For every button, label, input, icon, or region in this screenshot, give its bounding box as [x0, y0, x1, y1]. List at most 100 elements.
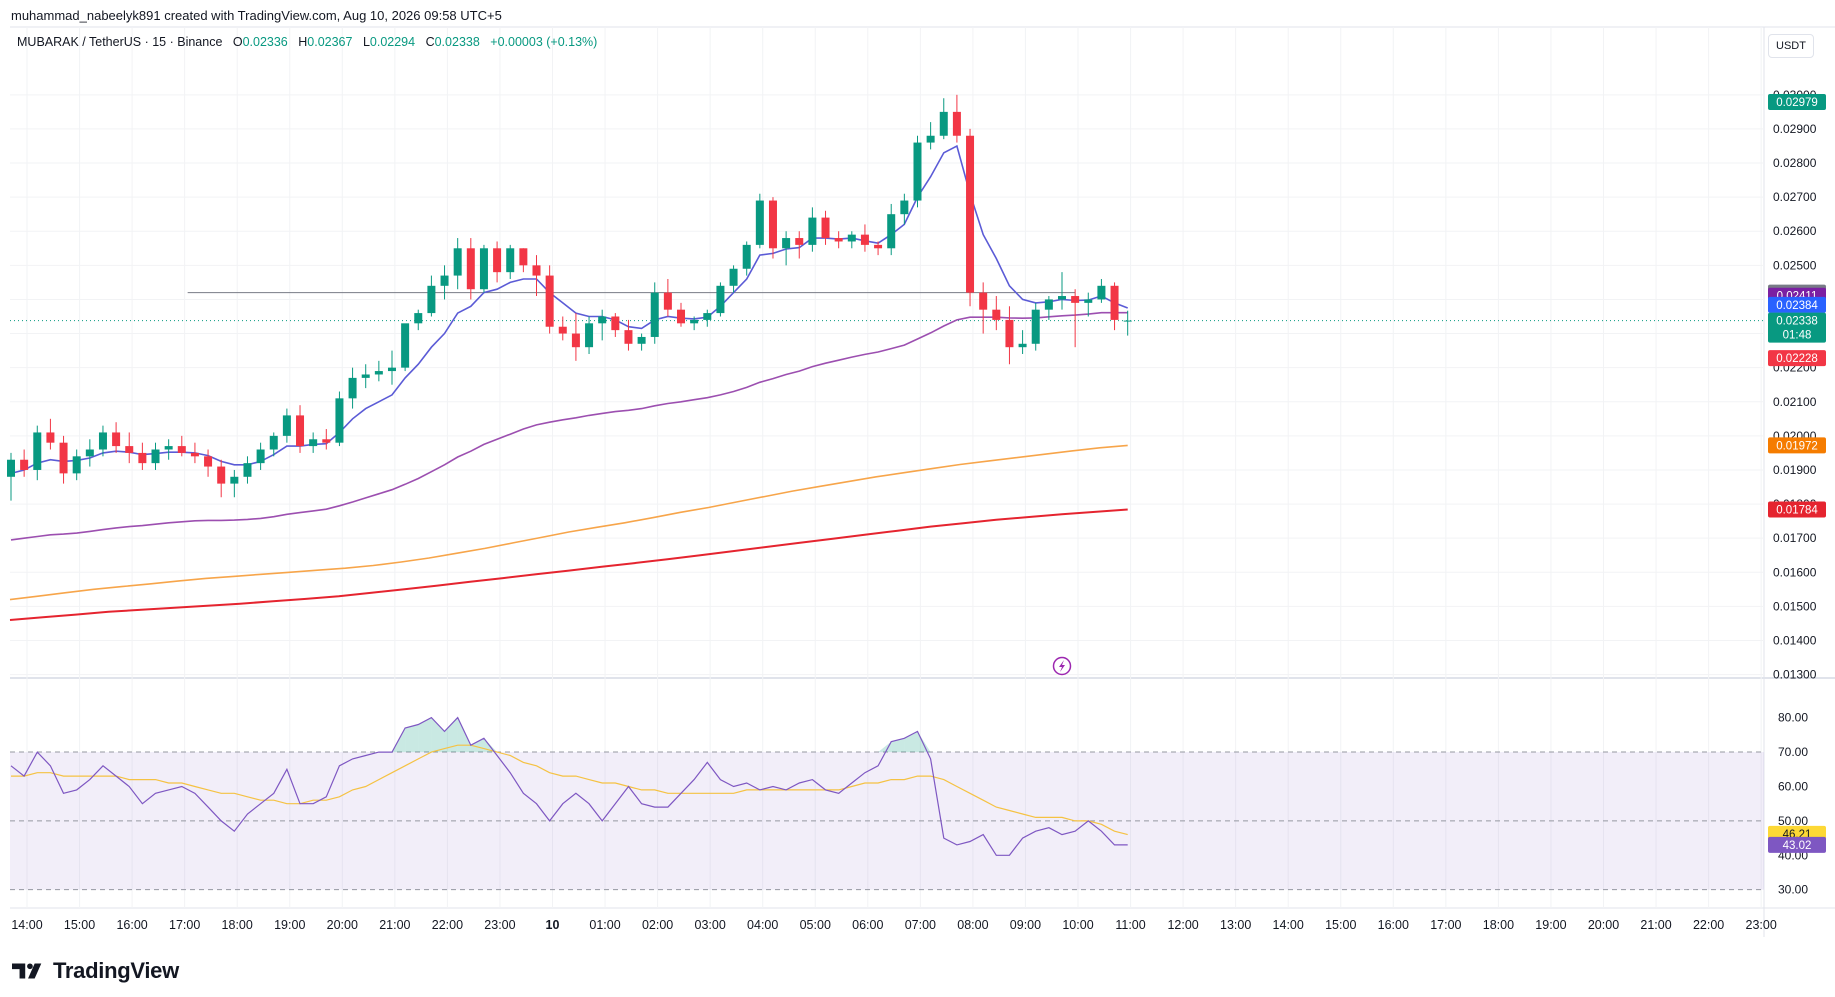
- candle-body: [913, 142, 922, 201]
- candle-body: [256, 449, 265, 464]
- candle: [479, 244, 488, 293]
- candle: [269, 432, 278, 457]
- time-tick-label: 20:00: [327, 918, 358, 932]
- candle: [256, 442, 265, 470]
- rsi-pane: [10, 716, 1764, 891]
- time-tick-label: 17:00: [169, 918, 200, 932]
- time-tick-label: 16:00: [116, 918, 147, 932]
- candle: [585, 316, 594, 355]
- candle: [598, 309, 607, 341]
- candle: [808, 207, 817, 252]
- price-label: 0.01784: [1768, 501, 1826, 518]
- candle: [1097, 278, 1106, 303]
- candle-body: [966, 135, 975, 293]
- time-tick-label: 15:00: [1325, 918, 1356, 932]
- price-tick-label: 0.01600: [1773, 565, 1817, 579]
- candle-body: [1058, 296, 1066, 300]
- price-tick-label: 0.02700: [1773, 190, 1817, 204]
- candle-body: [151, 449, 160, 464]
- time-tick-label: 22:00: [1693, 918, 1724, 932]
- candle-body: [335, 398, 344, 443]
- candle-body: [440, 275, 449, 286]
- candle: [729, 265, 738, 293]
- candle: [33, 425, 42, 481]
- price-label-bg: [1768, 350, 1826, 367]
- price-axis[interactable]: 0.030000.029000.028000.027000.026000.025…: [1773, 88, 1817, 897]
- candle-body: [72, 456, 81, 474]
- candle: [1005, 306, 1014, 365]
- high-label: H: [298, 35, 308, 49]
- open-value: 0.02336: [242, 35, 288, 49]
- price-label: 0.02979: [1768, 93, 1826, 110]
- time-tick-label: 21:00: [1640, 918, 1671, 932]
- time-axis[interactable]: 14:00 15:00 16:00 17:00 18:00 19:00 20:00 21:00…: [11, 918, 1776, 932]
- long-position-tool[interactable]: [10, 292, 1764, 322]
- candle: [519, 248, 528, 273]
- candle-body: [1084, 299, 1093, 303]
- candle-body: [545, 275, 554, 327]
- candle: [138, 442, 147, 470]
- candle: [414, 309, 423, 331]
- time-tick-label: 07:00: [905, 918, 936, 932]
- candle: [387, 350, 396, 385]
- candle: [164, 439, 173, 460]
- close-label: C: [425, 35, 435, 49]
- candle-body: [755, 200, 764, 245]
- time-tick-label: 18:00: [1483, 918, 1514, 932]
- rsi-value-label-text: 43.02: [1783, 840, 1812, 852]
- candle: [742, 241, 751, 276]
- candle: [716, 282, 725, 317]
- candle-body: [821, 217, 830, 239]
- candle-body: [98, 432, 107, 450]
- candle-body: [1031, 309, 1040, 344]
- tradingview-brand[interactable]: TradingView: [12, 958, 179, 984]
- candle: [860, 224, 869, 252]
- candle: [348, 367, 357, 409]
- candle: [7, 452, 15, 501]
- candle: [992, 296, 1001, 331]
- candle-body: [900, 200, 909, 215]
- candle-body: [427, 285, 436, 314]
- candle: [151, 442, 160, 470]
- candle-body: [7, 459, 15, 477]
- candle-body: [85, 449, 94, 457]
- candle: [1123, 310, 1132, 336]
- grid: [10, 26, 1835, 937]
- currency-button[interactable]: USDT: [1768, 34, 1814, 58]
- rsi-tick-label: 30.00: [1778, 883, 1808, 897]
- candle: [466, 238, 475, 300]
- candle: [624, 319, 633, 351]
- candle-body: [309, 439, 318, 447]
- time-tick-label: 13:00: [1220, 918, 1251, 932]
- candle-body: [217, 466, 226, 484]
- candle-body: [887, 214, 896, 249]
- candle: [361, 364, 370, 389]
- candle: [322, 429, 331, 450]
- candle-body: [939, 111, 948, 136]
- price-label: 0.02228: [1768, 350, 1826, 367]
- candle: [296, 405, 305, 453]
- candle: [190, 442, 199, 464]
- lightning-icon[interactable]: [1052, 656, 1072, 676]
- candle-body: [952, 111, 961, 136]
- candle: [1071, 289, 1080, 348]
- candle-body: [703, 313, 712, 320]
- rsi-line: [10, 716, 1128, 856]
- candle-body: [834, 238, 843, 242]
- rsi-tick-label: 80.00: [1778, 711, 1808, 725]
- candle-body: [401, 323, 410, 368]
- time-tick-label: 02:00: [642, 918, 673, 932]
- symbol-title[interactable]: MUBARAK / TetherUS · 15 · Binance: [17, 35, 223, 49]
- rsi-overbought-fill: [891, 738, 905, 753]
- candle: [72, 449, 81, 481]
- candle: [532, 255, 541, 297]
- candle: [847, 231, 856, 249]
- price-tick-label: 0.01500: [1773, 599, 1817, 613]
- candle: [493, 241, 502, 283]
- candle: [1044, 296, 1053, 320]
- candle-body: [387, 367, 396, 372]
- rsi-tick-label: 60.00: [1778, 779, 1808, 793]
- candle-body: [598, 316, 607, 324]
- candle: [571, 313, 580, 361]
